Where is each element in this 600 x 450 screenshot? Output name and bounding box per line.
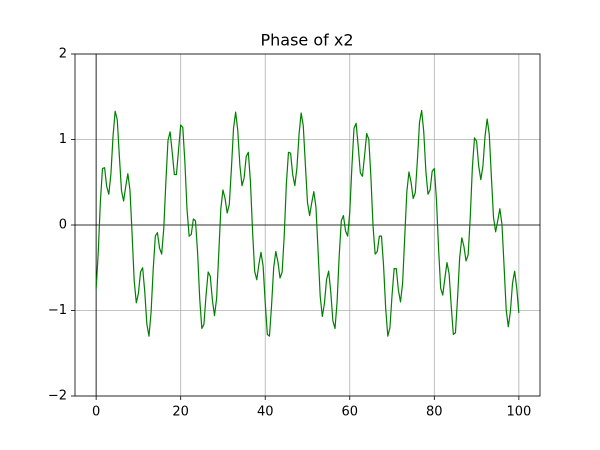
x-tick-label: 80: [426, 405, 443, 420]
y-tick-label: 0: [59, 218, 67, 233]
x-tick-label: 20: [172, 405, 189, 420]
x-tick-label: 60: [341, 405, 358, 420]
y-tick-label: −2: [48, 389, 67, 404]
data-line: [95, 109, 520, 337]
x-tick-label: 100: [506, 405, 531, 420]
y-tick-label: 2: [59, 47, 67, 62]
x-tick-label: 0: [92, 405, 100, 420]
y-tick-label: 1: [59, 132, 67, 147]
plot-frame: [74, 53, 541, 397]
chart-title: Phase of x2: [260, 31, 353, 50]
y-tick-label: −1: [48, 303, 67, 318]
x-tick-label: 40: [257, 405, 274, 420]
